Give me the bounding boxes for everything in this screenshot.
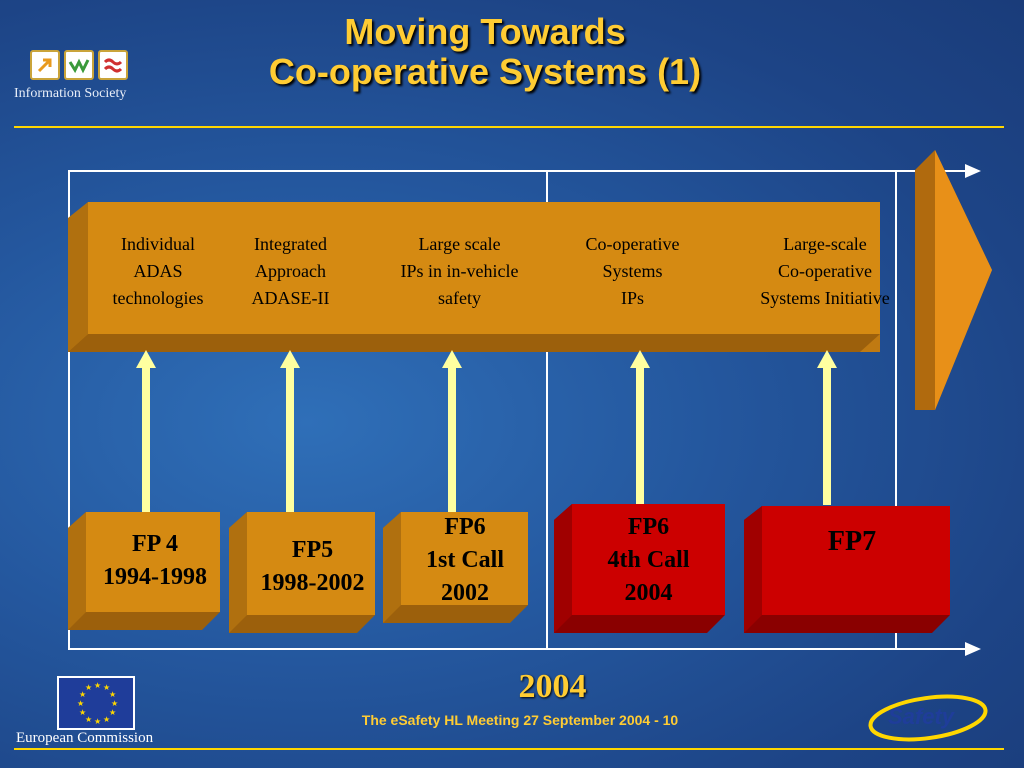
- esafety-logo: Safety: [868, 690, 998, 750]
- band-item-integrated-approach: Integrated Approach ADASE-II: [251, 234, 330, 308]
- frame-right-line: [895, 170, 897, 650]
- svg-text:★: ★: [103, 715, 110, 724]
- frame-divider-2004: [546, 170, 548, 650]
- information-society-logo: Information Society: [14, 50, 144, 102]
- programme-label-fp4: FP 4 1994-1998: [103, 531, 207, 590]
- top-rule: [14, 126, 1004, 128]
- eu-flag-icon: ★ ★ ★ ★ ★ ★ ★ ★ ★ ★ ★ ★: [57, 676, 135, 730]
- svg-text:★: ★: [85, 715, 92, 724]
- svg-text:★: ★: [109, 690, 116, 699]
- programme-label-fp6-1st-call: FP6 1st Call 2002: [426, 514, 504, 606]
- programme-label-fp5: FP5 1998-2002: [260, 537, 365, 596]
- svg-text:★: ★: [79, 708, 86, 717]
- title-line-2: Co-operative Systems (1): [268, 51, 702, 92]
- svg-text:★: ★: [94, 681, 101, 690]
- box-fp6-4th-call: [554, 504, 725, 633]
- frame-left-line: [68, 170, 70, 650]
- svg-text:★: ★: [111, 699, 118, 708]
- up-arrow-fp4: [136, 350, 156, 518]
- box-fp5: [229, 512, 375, 633]
- esafety-logo-text: Safety: [888, 704, 955, 729]
- slide-title: Moving Towards Co-operative Systems (1): [180, 12, 790, 92]
- frame-top-arrowhead: [965, 164, 981, 178]
- programme-arrows: [136, 350, 837, 522]
- programme-label-fp6-4th-call: FP6 4th Call 2004: [607, 514, 690, 606]
- information-society-label: Information Society: [14, 86, 127, 101]
- slide-footer: The eSafety HL Meeting 27 September 2004…: [361, 712, 679, 728]
- bottom-rule: [14, 748, 1004, 750]
- programme-label-fp7: FP7: [827, 526, 877, 557]
- box-fp7: [744, 506, 950, 633]
- programme-boxes: [68, 504, 950, 633]
- svg-text:★: ★: [77, 699, 84, 708]
- box-fp4: [68, 512, 220, 630]
- svg-text:★: ★: [85, 683, 92, 692]
- band-item-cooperative-systems-initiative: Large-scale Co-operative Systems Initiativ…: [760, 234, 890, 308]
- current-year-marker: 2004: [518, 668, 587, 705]
- arrow-icon: [30, 50, 60, 80]
- band-item-individual-adas: Individual ADAS technologies: [112, 234, 204, 308]
- frame-bottom-line: [68, 648, 968, 650]
- up-arrow-fp5: [280, 350, 300, 522]
- up-arrow-fp6-4th: [630, 350, 650, 505]
- information-society-icons: [30, 50, 144, 80]
- svg-text:★: ★: [79, 690, 86, 699]
- svg-text:★: ★: [103, 683, 110, 692]
- title-line-1: Moving Towards: [344, 11, 626, 52]
- equal-wave-icon: [98, 50, 128, 80]
- up-arrow-fp7: [817, 350, 837, 505]
- svg-text:★: ★: [109, 708, 116, 717]
- svg-text:★: ★: [94, 717, 101, 726]
- band-item-large-scale-ips: Large scale IPs in in-vehicle safety: [400, 234, 519, 308]
- up-arrow-fp6-1st: [442, 350, 462, 515]
- wave-icon: [64, 50, 94, 80]
- band-item-cooperative-systems-ips: Co-operative Systems IPs: [585, 234, 680, 308]
- timeline-arrow: [68, 150, 992, 410]
- frame-top-line: [68, 170, 968, 172]
- frame-bottom-arrowhead: [965, 642, 981, 656]
- european-commission-label: European Commission: [16, 730, 154, 746]
- box-fp6-1st-call: [383, 512, 528, 623]
